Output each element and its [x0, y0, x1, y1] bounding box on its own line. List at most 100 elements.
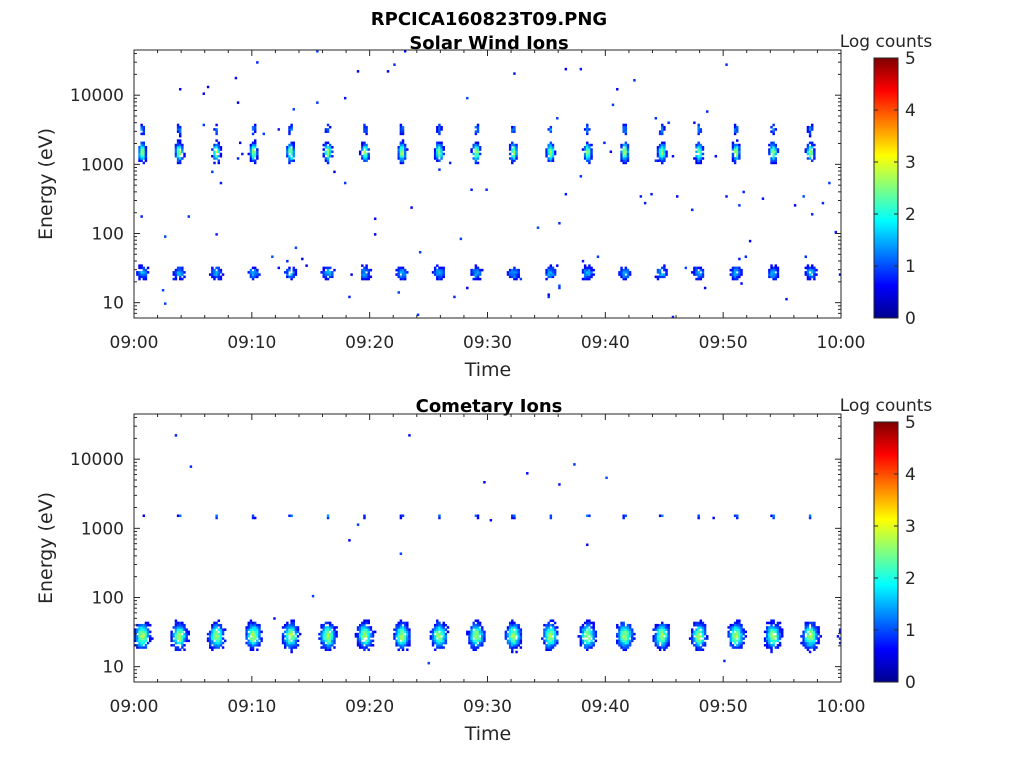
heatmap-cell — [256, 641, 259, 645]
heatmap-cell — [774, 161, 778, 165]
heatmap-cell — [140, 148, 143, 151]
heatmap-cell — [134, 637, 137, 640]
heatmap-cell — [609, 150, 613, 154]
heatmap-cell — [187, 632, 190, 636]
heatmap-cell — [320, 623, 323, 627]
heatmap-cell — [813, 273, 816, 276]
heatmap-cell — [211, 154, 214, 158]
heatmap-cell — [176, 632, 180, 636]
heatmap-cell — [808, 646, 812, 649]
colorbar-tick-label: 4 — [905, 101, 916, 121]
heatmap-cell — [770, 268, 773, 272]
heatmap-cell — [149, 637, 152, 640]
heatmap-cell — [808, 148, 812, 151]
heatmap-cell — [208, 641, 212, 645]
heatmap-cell — [251, 143, 255, 147]
heatmap-cell — [485, 188, 488, 191]
heatmap-cell — [586, 273, 589, 276]
heatmap-cell — [776, 639, 780, 643]
heatmap-cell — [476, 644, 480, 647]
heatmap-cell — [815, 626, 818, 629]
heatmap-cell — [249, 159, 253, 162]
heatmap-cell — [624, 635, 628, 638]
heatmap-cell — [136, 637, 139, 640]
heatmap-cell — [183, 644, 186, 647]
heatmap-cell — [701, 630, 705, 634]
heatmap-cell — [470, 646, 473, 649]
colorbar-tick-label: 2 — [905, 569, 916, 589]
heatmap-cell — [731, 630, 735, 634]
heatmap-cell — [170, 632, 173, 636]
heatmap-cell — [656, 152, 660, 156]
heatmap-cell — [474, 266, 478, 270]
heatmap-cell — [326, 123, 330, 127]
heatmap-cell — [733, 132, 737, 136]
heatmap-cell — [663, 264, 666, 267]
heatmap-cell — [288, 132, 291, 136]
heatmap-cell — [438, 125, 441, 129]
heatmap-cell — [811, 123, 814, 127]
heatmap-cell — [142, 130, 146, 133]
heatmap-cell — [583, 146, 587, 149]
heatmap-cell — [624, 514, 628, 518]
heatmap-cell — [577, 635, 580, 638]
heatmap-cell — [365, 132, 368, 136]
heatmap-cell — [219, 275, 223, 279]
heatmap-cell — [551, 154, 555, 158]
heatmap-cell — [699, 621, 703, 625]
heatmap-cell — [140, 159, 143, 162]
heatmap-cell — [436, 125, 439, 129]
heatmap-cell — [178, 146, 182, 149]
heatmap-cell — [772, 621, 775, 625]
heatmap-cell — [288, 639, 291, 643]
heatmap-cell — [815, 273, 818, 276]
heatmap-cell — [817, 630, 820, 634]
heatmap-cell — [316, 101, 319, 104]
heatmap-cell — [294, 273, 298, 276]
heatmap-cell — [545, 628, 548, 631]
heatmap-cell — [256, 644, 259, 647]
heatmap-cell — [663, 273, 666, 276]
heatmap-cell — [761, 197, 765, 200]
heatmap-cell — [588, 152, 591, 156]
heatmap-cell — [506, 641, 510, 645]
heatmap-cell — [772, 143, 775, 147]
heatmap-cell — [333, 632, 336, 636]
heatmap-cell — [294, 639, 298, 643]
heatmap-cell — [286, 639, 289, 643]
heatmap-cell — [292, 271, 295, 274]
heatmap-cell — [466, 96, 469, 100]
heatmap-cell — [736, 150, 739, 154]
heatmap-cell — [476, 271, 480, 274]
heatmap-cell — [217, 619, 220, 622]
heatmap-cell — [401, 630, 405, 634]
heatmap-cell — [624, 157, 628, 160]
heatmap-cell — [358, 150, 362, 154]
heatmap-cell — [624, 271, 628, 274]
heatmap-cell — [474, 626, 478, 629]
heatmap-cell — [296, 630, 300, 634]
heatmap-cell — [590, 621, 593, 625]
heatmap-cell — [258, 635, 261, 638]
heatmap-cell — [665, 273, 668, 276]
heatmap-cell — [215, 157, 218, 160]
colorbar-tick-label: 3 — [905, 153, 916, 173]
heatmap-cell — [656, 268, 660, 272]
heatmap-cell — [517, 637, 520, 640]
heatmap-cell — [588, 623, 591, 627]
heatmap-cell — [144, 273, 148, 276]
heatmap-cell — [363, 141, 366, 145]
heatmap-cell — [806, 648, 810, 652]
heatmap-cell — [513, 273, 516, 276]
heatmap-cell — [748, 239, 752, 243]
heatmap-cell — [590, 143, 593, 147]
heatmap-cell — [736, 152, 739, 156]
heatmap-cell — [294, 630, 298, 634]
heatmap-cell — [549, 639, 553, 643]
heatmap-cell — [176, 266, 180, 270]
heatmap-cell — [592, 632, 595, 636]
heatmap-cell — [395, 641, 398, 645]
heatmap-cell — [661, 644, 664, 647]
heatmap-cell — [373, 217, 377, 221]
